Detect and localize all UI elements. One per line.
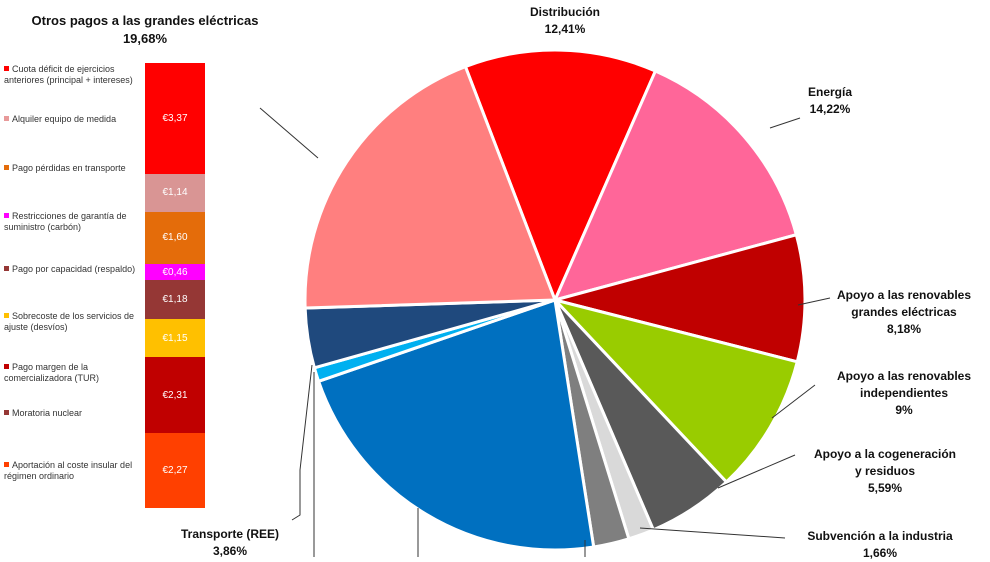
left-panel-title: Otros pagos a las grandes eléctricas 19,… — [10, 12, 280, 48]
legend-item: Sobrecoste de los servicios de ajuste (d… — [4, 311, 142, 333]
legend-label: Cuota déficit de ejercicios anteriores (… — [4, 64, 133, 85]
legend-item: Pago pérdidas en transporte — [4, 163, 142, 174]
legend-item: Restricciones de garantía de suministro … — [4, 211, 142, 233]
legend-swatch — [4, 165, 9, 170]
stack-segment: €1,18 — [145, 280, 205, 320]
leader-line — [259, 107, 319, 159]
legend-label: Aportación al coste insular del régimen … — [4, 460, 133, 481]
leader-line — [769, 117, 801, 129]
legend-item: Pago por capacidad (respaldo) — [4, 264, 142, 275]
label-line1: Apoyo a las renovables — [836, 369, 972, 383]
label-line1: Apoyo a las renovables — [836, 288, 972, 302]
stack-segment: €0,46 — [145, 264, 205, 281]
legend-label: Sobrecoste de los servicios de ajuste (d… — [4, 311, 135, 332]
label-name: Transporte (REE) — [180, 527, 279, 541]
label-renovables-independientes: Apoyo a las renovables independientes 9% — [818, 368, 990, 419]
stack-segment: €1,60 — [145, 211, 205, 265]
pie-slice — [303, 64, 558, 310]
label-line2: independientes — [859, 386, 948, 400]
legend-swatch — [4, 462, 9, 467]
legend-swatch — [4, 364, 9, 369]
pie-slice — [552, 69, 799, 303]
label-pct: 8,18% — [886, 322, 922, 336]
label-line1: Apoyo a la cogeneración — [813, 447, 957, 461]
label-pct: 12,41% — [544, 22, 586, 36]
legend-label: Pago por capacidad (respaldo) — [12, 264, 136, 274]
legend-swatch — [4, 266, 9, 271]
pie-slices — [303, 48, 807, 552]
leader-line — [291, 364, 313, 521]
legend-item: Pago margen de la comercializadora (TUR) — [4, 362, 142, 384]
label-pct: 5,59% — [867, 481, 903, 495]
left-panel-title-line2: 19,68% — [122, 31, 168, 46]
label-distribucion: Distribución 12,41% — [495, 4, 635, 38]
label-line2: grandes eléctricas — [851, 305, 957, 319]
label-pct: 3,86% — [212, 544, 248, 558]
legend-label: Restricciones de garantía de suministro … — [4, 211, 127, 232]
legend-item: Aportación al coste insular del régimen … — [4, 460, 142, 482]
legend-label: Pago pérdidas en transporte — [12, 163, 126, 173]
label-renovables-grandes: Apoyo a las renovables grandes eléctrica… — [818, 287, 990, 338]
pie-slice — [550, 297, 800, 485]
pie-slice — [316, 297, 596, 552]
legend-item: Alquiler equipo de medida — [4, 114, 142, 125]
leader-line — [797, 297, 831, 306]
label-pct: 14,22% — [809, 102, 851, 116]
label-energia: Energía 14,22% — [775, 84, 885, 118]
legend-swatch — [4, 66, 9, 71]
label-line2: y residuos — [854, 464, 916, 478]
legend-swatch — [4, 313, 9, 318]
label-transporte: Transporte (REE) 3,86% — [160, 526, 300, 560]
leader-line — [717, 454, 796, 489]
pie-slice — [463, 48, 658, 304]
left-panel-title-line1: Otros pagos a las grandes eléctricas — [31, 13, 259, 28]
stack-segment: €3,37 — [145, 63, 205, 174]
stack-segment: €2,31 — [145, 356, 205, 434]
label-cogeneracion: Apoyo a la cogeneración y residuos 5,59% — [790, 446, 980, 497]
legend-swatch — [4, 116, 9, 121]
stack-segment: €2,27 — [145, 433, 205, 508]
label-pct: 1,66% — [862, 546, 898, 560]
label-name: Distribución — [529, 5, 600, 19]
pie-slice — [549, 232, 807, 364]
legend-label: Alquiler equipo de medida — [12, 114, 117, 124]
legend-label: Pago margen de la comercializadora (TUR) — [4, 362, 100, 383]
label-pct: 9% — [895, 403, 913, 417]
label-name: Energía — [807, 85, 852, 99]
pie-leader-lines — [259, 107, 831, 557]
leader-line — [771, 384, 816, 419]
legend-swatch — [4, 410, 9, 415]
stack-segment: €1,15 — [145, 319, 205, 357]
legend-label: Moratoria nuclear — [12, 408, 83, 418]
legend-swatch — [4, 213, 9, 218]
legend-item: Moratoria nuclear — [4, 408, 142, 419]
legend-item: Cuota déficit de ejercicios anteriores (… — [4, 64, 142, 86]
leader-line — [639, 527, 786, 539]
stack-segment: €1,14 — [145, 174, 205, 212]
label-name: Subvención a la industria — [807, 529, 953, 543]
